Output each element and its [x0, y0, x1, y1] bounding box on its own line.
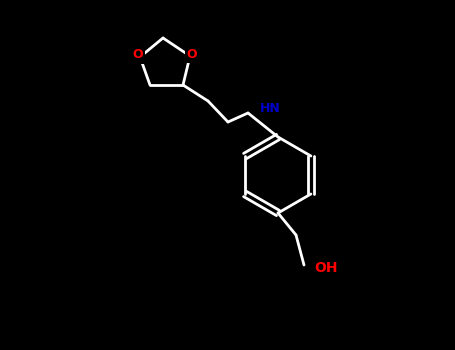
- Text: OH: OH: [314, 261, 338, 275]
- Text: HN: HN: [260, 103, 281, 116]
- Text: O: O: [187, 48, 197, 61]
- Text: O: O: [133, 49, 143, 62]
